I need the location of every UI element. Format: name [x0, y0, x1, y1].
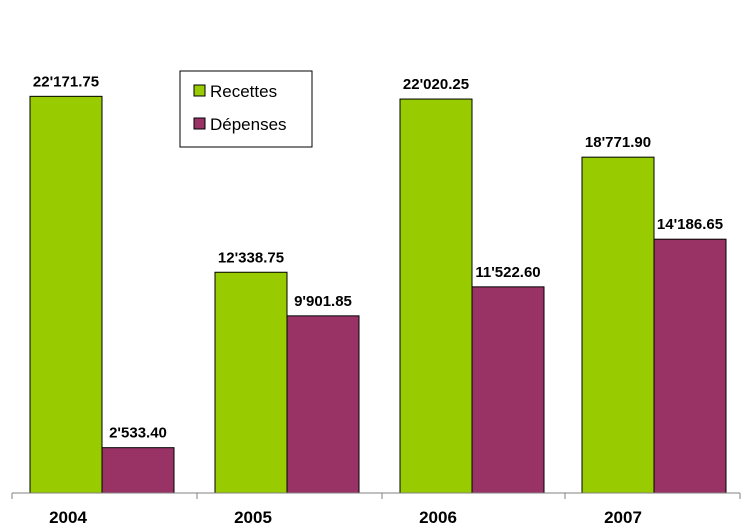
bar-recettes-2007: [581, 156, 655, 494]
legend: Recettes Dépenses: [179, 70, 313, 148]
bar-dpenses-2007: [653, 238, 727, 494]
value-label-recettes-2007: 18'771.90: [585, 134, 651, 151]
value-label-dpenses-2005: 9'901.85: [294, 293, 352, 310]
value-labels-group: 22'171.75 2'533.40 12'338.75 9'901.85 22'020…: [33, 73, 723, 441]
legend-swatch-recettes: [193, 84, 206, 97]
legend-box: [179, 70, 313, 148]
value-label-recettes-2005: 12'338.75: [218, 249, 284, 266]
value-label-dpenses-2006: 11'522.60: [475, 264, 540, 281]
x-axis-ticks: [11, 493, 741, 499]
bar-recettes-2004: [29, 95, 103, 494]
value-label-recettes-2006: 22'020.25: [403, 76, 469, 93]
bar-dpenses-2004: [101, 447, 175, 494]
value-label-dpenses-2004: 2'533.40: [109, 425, 167, 442]
category-label-2007: 2007: [604, 508, 642, 527]
legend-label-depenses: Dépenses: [210, 115, 287, 134]
value-label-recettes-2004: 22'171.75: [33, 73, 99, 90]
category-label-2004: 2004: [49, 508, 87, 527]
legend-label-recettes: Recettes: [210, 82, 277, 101]
bar-dpenses-2005: [286, 315, 360, 494]
category-label-2005: 2005: [234, 508, 272, 527]
category-label-2006: 2006: [419, 508, 457, 527]
bars-group: [29, 95, 727, 494]
bar-recettes-2006: [399, 98, 473, 494]
bar-dpenses-2006: [471, 286, 545, 494]
bar-recettes-2005: [214, 271, 288, 494]
legend-swatch-depenses: [193, 117, 206, 130]
category-labels-group: 2004 2005 2006 2007: [49, 508, 642, 527]
value-label-dpenses-2007: 14'186.65: [657, 216, 723, 233]
